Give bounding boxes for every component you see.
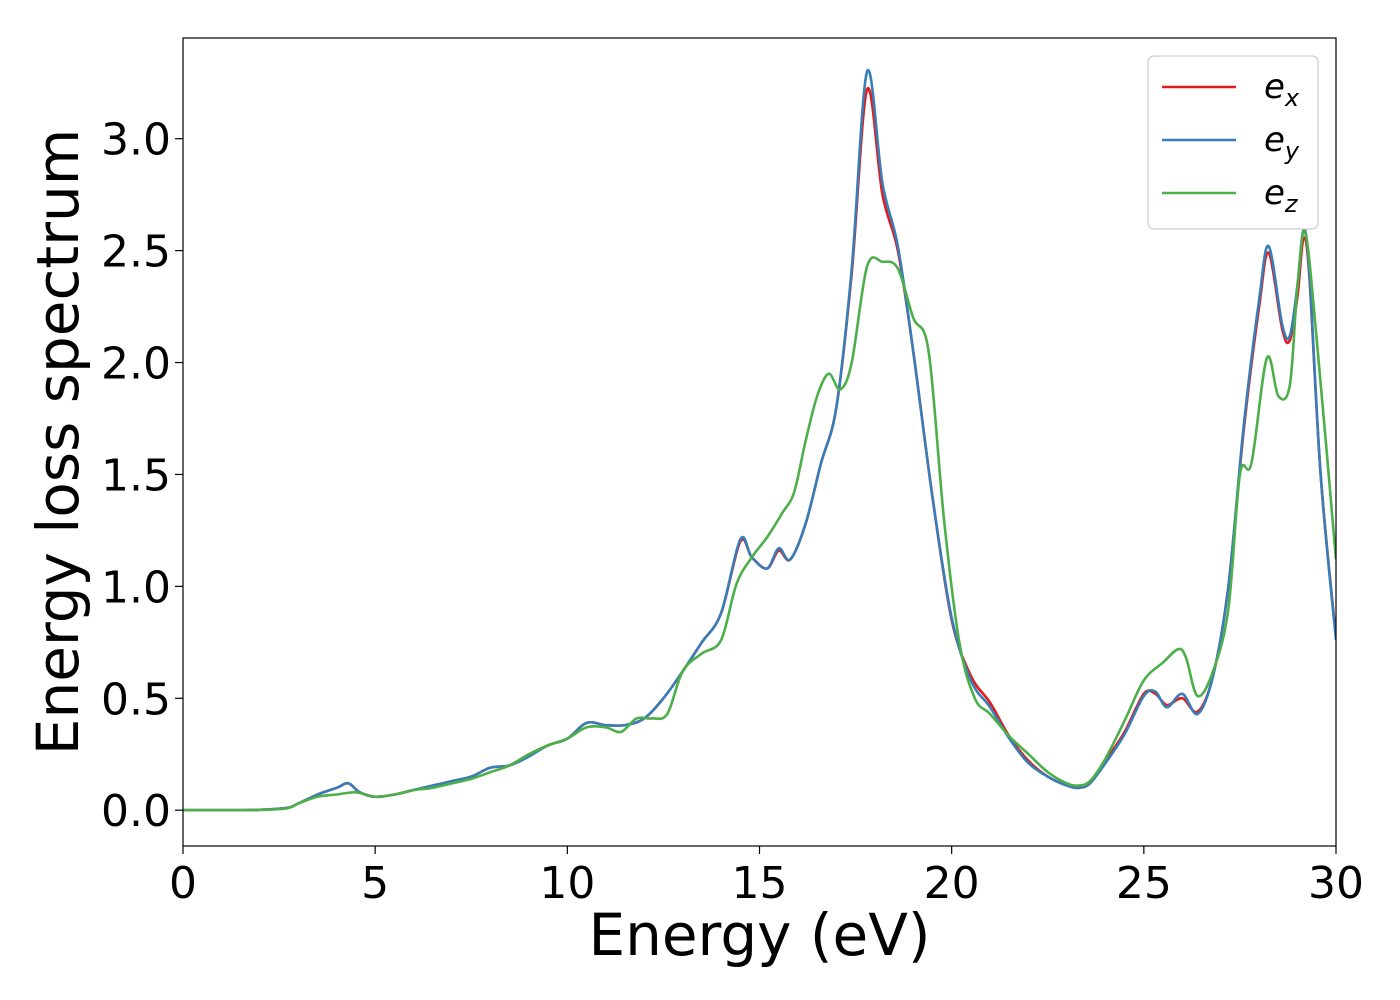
y-tick-label: 1.5 xyxy=(101,450,171,501)
x-tick-label: 30 xyxy=(1308,858,1364,909)
x-tick-label: 5 xyxy=(361,858,389,909)
y-tick-label: 2.5 xyxy=(101,227,171,278)
y-tick-label: 0.0 xyxy=(101,786,171,837)
series-layer xyxy=(183,68,1336,812)
series-line-z xyxy=(183,229,1336,812)
x-tick-label: 25 xyxy=(1116,858,1172,909)
y-tick-label: 3.0 xyxy=(101,115,171,166)
x-axis: 0 5 10 15 20 25 30 xyxy=(169,846,1364,909)
y-axis: 0.0 0.5 1.0 1.5 2.0 2.5 3.0 xyxy=(101,115,183,837)
y-tick-label: 2.0 xyxy=(101,339,171,390)
x-tick-label: 0 xyxy=(169,858,197,909)
x-tick-label: 10 xyxy=(539,858,595,909)
legend-box xyxy=(1147,55,1319,230)
legend-label: ey xyxy=(1264,120,1300,165)
series-line-y xyxy=(183,68,1336,812)
y-axis-title: Energy loss spectrum xyxy=(24,129,92,755)
x-axis-title: Energy (eV) xyxy=(588,901,930,969)
y-tick-label: 1.0 xyxy=(101,562,171,613)
x-tick-label: 15 xyxy=(732,858,788,909)
legend-label: ez xyxy=(1264,173,1299,218)
legend: ex ey ez xyxy=(1147,55,1319,230)
legend-label: ex xyxy=(1264,67,1300,112)
x-tick-label: 20 xyxy=(924,858,980,909)
y-tick-label: 0.5 xyxy=(101,674,171,725)
